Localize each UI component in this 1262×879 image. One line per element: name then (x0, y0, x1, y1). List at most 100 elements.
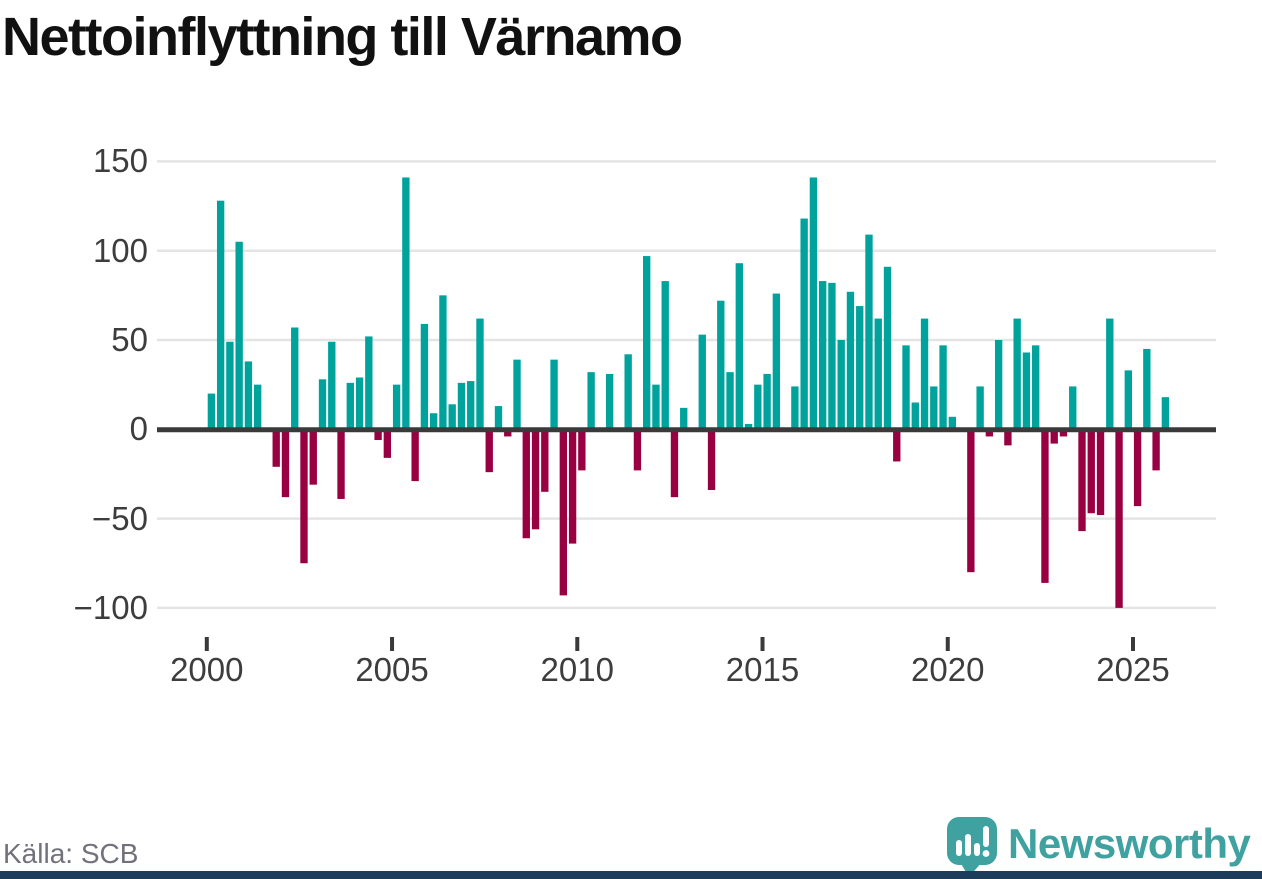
bar (522, 429, 530, 539)
bar (365, 336, 373, 430)
bar (513, 359, 521, 430)
x-axis-label: 2015 (725, 651, 800, 688)
bar (920, 318, 929, 430)
bar (485, 429, 493, 473)
bar (763, 373, 771, 430)
bar (1143, 348, 1151, 430)
y-axis-label: 150 (92, 142, 148, 180)
bar (1013, 318, 1021, 430)
bar (939, 345, 947, 430)
bar (1133, 429, 1142, 507)
bar (874, 318, 882, 430)
bar (717, 300, 725, 430)
bar (846, 291, 855, 430)
chart-title: Nettoinflyttning till Värnamo (2, 7, 683, 67)
bar (800, 218, 808, 430)
bar (1096, 429, 1105, 516)
bar (355, 377, 364, 430)
bar (467, 381, 475, 430)
bar (411, 429, 419, 482)
bar (337, 429, 345, 499)
bar (226, 341, 234, 430)
bar (994, 340, 1003, 430)
bar (254, 384, 262, 430)
bar (735, 263, 743, 430)
bar (948, 416, 957, 430)
bar (578, 429, 586, 471)
bar (754, 384, 762, 430)
bar (661, 281, 669, 430)
x-axis-label: 2020 (911, 651, 985, 688)
bar (1152, 429, 1160, 471)
newsworthy-logo: Newsworthy (946, 812, 1262, 877)
bar (318, 379, 327, 430)
bar (893, 429, 901, 462)
x-axis-label: 2025 (1096, 651, 1170, 688)
bar (744, 423, 753, 430)
bar (1078, 429, 1086, 532)
bar (818, 281, 827, 430)
bar (207, 393, 216, 430)
bar (1032, 345, 1040, 430)
bar (216, 200, 225, 430)
bar (439, 295, 447, 430)
bar (643, 256, 651, 430)
bar (272, 429, 280, 467)
bar (680, 407, 688, 430)
bar (402, 177, 410, 430)
bar (383, 429, 392, 458)
bar (420, 323, 429, 430)
bar (244, 361, 253, 430)
bar (1069, 386, 1077, 430)
bar (587, 372, 595, 430)
bar (726, 372, 734, 430)
bar (429, 413, 438, 430)
bar (476, 318, 484, 430)
bar (541, 429, 549, 492)
bar (1087, 429, 1095, 514)
bar (291, 327, 299, 430)
bar (346, 382, 354, 430)
bar (1041, 429, 1049, 583)
x-axis-label: 2010 (540, 651, 614, 688)
bar (1124, 370, 1132, 430)
bar (828, 282, 836, 430)
bar (1059, 429, 1068, 437)
bar (809, 177, 818, 430)
bar (568, 429, 577, 544)
bar (930, 386, 938, 430)
bar (1022, 352, 1031, 430)
bar (633, 429, 642, 471)
bar (374, 429, 382, 441)
y-axis-label: −100 (73, 588, 148, 626)
x-axis-label: 2005 (355, 651, 429, 688)
logo-text: Newsworthy (1008, 820, 1251, 867)
bar (300, 429, 308, 564)
bar (235, 241, 243, 430)
bar (902, 345, 910, 430)
bar (911, 402, 919, 430)
bar (328, 341, 336, 430)
bar (985, 429, 994, 437)
bar (309, 429, 317, 485)
bar (865, 234, 873, 430)
bar (707, 429, 716, 491)
source-label: Källa: SCB (3, 838, 139, 869)
bar (494, 406, 503, 430)
bar (698, 334, 706, 430)
bar (504, 429, 512, 437)
bar (1050, 429, 1058, 444)
bar (856, 306, 864, 430)
bar (652, 384, 660, 430)
y-axis-label: 0 (129, 410, 148, 448)
bar (976, 386, 984, 430)
x-axis-label: 2000 (170, 651, 244, 688)
bar (281, 429, 290, 498)
y-axis-label: −50 (92, 499, 148, 537)
bar (457, 382, 466, 430)
bar (670, 429, 679, 498)
footer-bar (0, 871, 1262, 879)
